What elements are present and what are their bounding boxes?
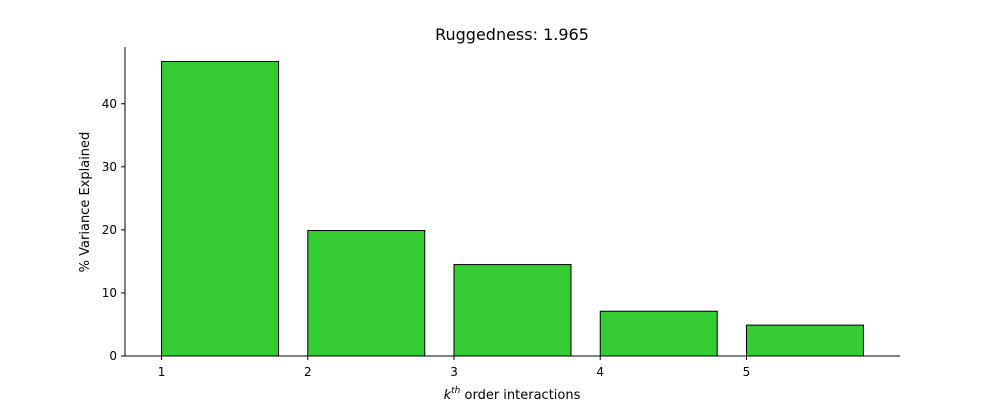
y-tick-label: 30 (102, 160, 117, 174)
x-tick-label: 3 (450, 365, 458, 379)
x-axis-ticks: 1 2 3 4 5 (158, 356, 751, 379)
y-axis-label: % Variance Explained (78, 132, 93, 273)
x-axis-label-superscript: th (451, 386, 461, 396)
y-tick-label: 20 (102, 223, 117, 237)
y-tick-label: 0 (109, 349, 117, 363)
x-axis-label-rest: order interactions (460, 388, 580, 400)
x-tick-label: 4 (596, 365, 604, 379)
x-tick-label: 5 (743, 365, 751, 379)
bar-1 (161, 61, 280, 357)
y-tick-label: 10 (102, 286, 117, 300)
x-axis-label-base: k (444, 388, 452, 400)
bar-2 (307, 230, 426, 357)
bars-group (161, 61, 864, 357)
bar-5 (745, 324, 864, 357)
y-tick-label: 40 (102, 97, 117, 111)
chart-title: Ruggedness: 1.965 (435, 25, 589, 44)
bar-4 (599, 310, 718, 357)
bar-3 (453, 264, 572, 357)
x-tick-label: 1 (158, 365, 166, 379)
y-axis-ticks: 0 10 20 30 40 (102, 97, 125, 363)
x-axis-label: kth order interactions (444, 386, 581, 400)
x-tick-label: 2 (304, 365, 312, 379)
